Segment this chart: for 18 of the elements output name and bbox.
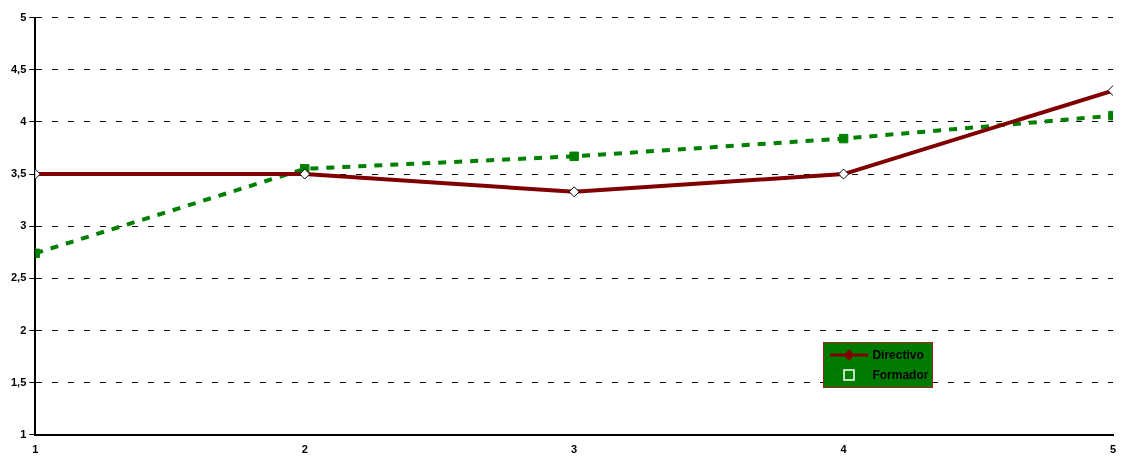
- y-tick-label: 5: [20, 10, 27, 23]
- x-tick-label: 5: [1109, 443, 1117, 456]
- y-tick-label: 1,5: [10, 375, 27, 388]
- y-tick-label: 3,5: [10, 167, 27, 180]
- x-tick-label: 3: [571, 443, 578, 456]
- legend-label: Directivo: [872, 348, 924, 363]
- x-tick-label: 4: [840, 443, 848, 456]
- y-tick-label: 3: [20, 219, 27, 232]
- point: [569, 151, 579, 162]
- y-tick-label: 4: [20, 114, 28, 127]
- y-tick-label: 4,5: [10, 62, 27, 75]
- x-tick-label: 1: [32, 443, 39, 456]
- legend-label: Formador: [872, 368, 929, 383]
- point: [838, 133, 849, 144]
- y-tick-label: 1: [20, 427, 27, 440]
- x-tick-label: 2: [301, 443, 308, 456]
- y-tick-label: 2,5: [10, 271, 27, 284]
- y-tick-label: 2: [20, 323, 27, 336]
